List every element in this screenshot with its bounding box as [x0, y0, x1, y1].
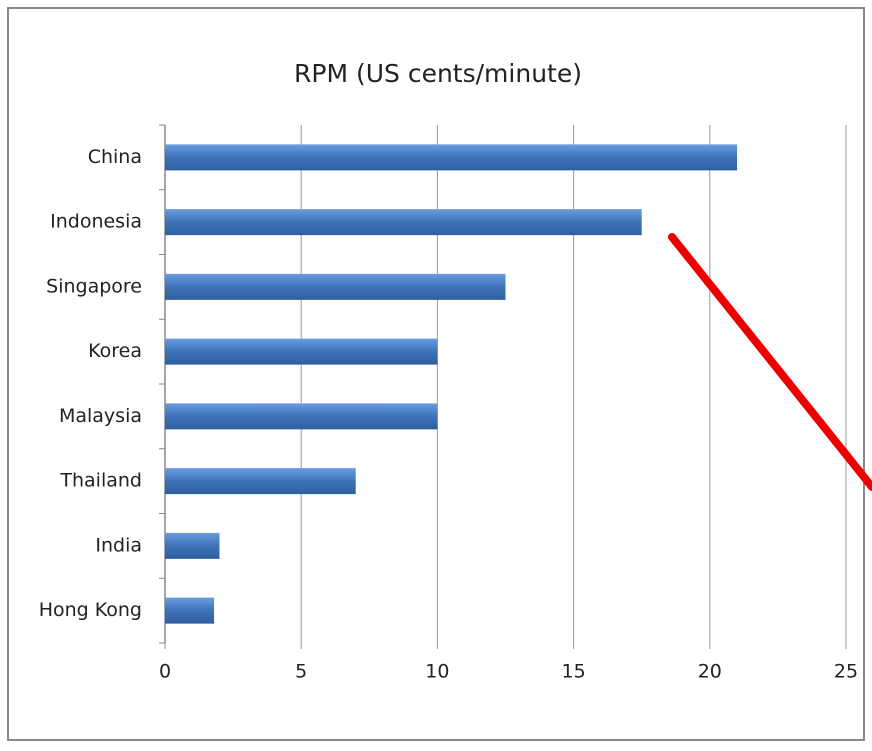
bar	[165, 403, 438, 430]
bar	[165, 273, 506, 300]
bar	[165, 532, 220, 559]
bar	[165, 597, 215, 624]
bar	[165, 144, 738, 171]
y-tick-label: Indonesia	[50, 211, 142, 233]
y-tick-label: China	[88, 146, 142, 168]
y-tick-label: Hong Kong	[39, 599, 142, 621]
bar	[165, 468, 356, 495]
chart-title: RPM (US cents/minute)	[294, 59, 582, 88]
y-tick-label: Korea	[88, 340, 142, 362]
y-tick-label: Malaysia	[59, 405, 142, 427]
y-tick-label: India	[95, 534, 142, 556]
x-tick-label: 25	[834, 661, 858, 683]
y-tick-label: Thailand	[59, 470, 142, 492]
frame	[7, 7, 865, 741]
x-tick-label: 15	[562, 661, 586, 683]
x-tick-label: 5	[295, 661, 307, 683]
x-tick-label: 10	[425, 661, 449, 683]
y-tick-label: Singapore	[46, 275, 142, 297]
bar	[165, 209, 642, 236]
annotation-line	[668, 233, 872, 491]
x-tick-label: 0	[159, 661, 171, 683]
plot: 0 5 10 15 20 25 China Indonesia Singapore Korea Ma…	[39, 124, 858, 683]
x-tick-label: 20	[698, 661, 722, 683]
bar	[165, 338, 438, 365]
